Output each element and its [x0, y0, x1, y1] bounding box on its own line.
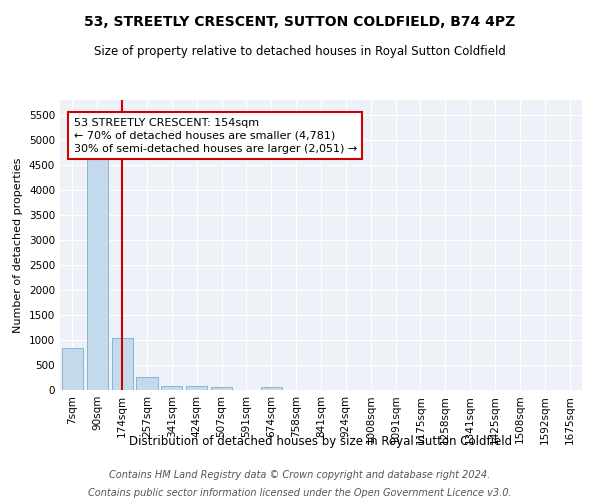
Text: Contains HM Land Registry data © Crown copyright and database right 2024.: Contains HM Land Registry data © Crown c…: [109, 470, 491, 480]
Bar: [186, 386, 207, 390]
Bar: [211, 387, 232, 390]
Bar: [136, 377, 158, 390]
Text: Size of property relative to detached houses in Royal Sutton Coldfield: Size of property relative to detached ho…: [94, 45, 506, 58]
Bar: [161, 386, 182, 390]
Text: 53 STREETLY CRESCENT: 154sqm
← 70% of detached houses are smaller (4,781)
30% of: 53 STREETLY CRESCENT: 154sqm ← 70% of de…: [74, 118, 357, 154]
Bar: [261, 387, 282, 390]
Bar: [62, 348, 83, 390]
Bar: [87, 115, 108, 390]
Bar: [112, 338, 133, 390]
Text: Distribution of detached houses by size in Royal Sutton Coldfield: Distribution of detached houses by size …: [130, 435, 512, 448]
Text: 53, STREETLY CRESCENT, SUTTON COLDFIELD, B74 4PZ: 53, STREETLY CRESCENT, SUTTON COLDFIELD,…: [85, 15, 515, 29]
Y-axis label: Number of detached properties: Number of detached properties: [13, 158, 23, 332]
Text: Contains public sector information licensed under the Open Government Licence v3: Contains public sector information licen…: [88, 488, 512, 498]
